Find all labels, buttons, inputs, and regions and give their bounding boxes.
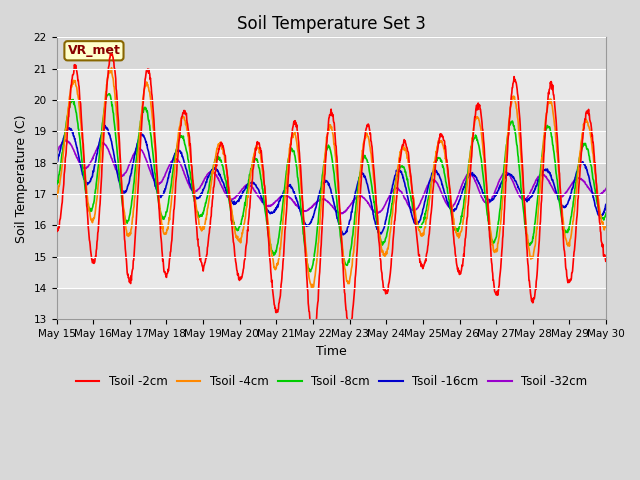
Legend: Tsoil -2cm, Tsoil -4cm, Tsoil -8cm, Tsoil -16cm, Tsoil -32cm: Tsoil -2cm, Tsoil -4cm, Tsoil -8cm, Tsoi… <box>71 370 592 393</box>
Bar <box>56 37 606 69</box>
Text: VR_met: VR_met <box>67 44 120 57</box>
Title: Soil Temperature Set 3: Soil Temperature Set 3 <box>237 15 426 33</box>
Bar <box>56 163 606 194</box>
Bar <box>56 69 606 100</box>
Y-axis label: Soil Temperature (C): Soil Temperature (C) <box>15 114 28 242</box>
X-axis label: Time: Time <box>316 345 347 358</box>
Bar <box>56 194 606 226</box>
Bar <box>56 132 606 163</box>
Bar <box>56 100 606 132</box>
Bar <box>56 257 606 288</box>
Bar <box>56 226 606 257</box>
Bar <box>56 288 606 319</box>
